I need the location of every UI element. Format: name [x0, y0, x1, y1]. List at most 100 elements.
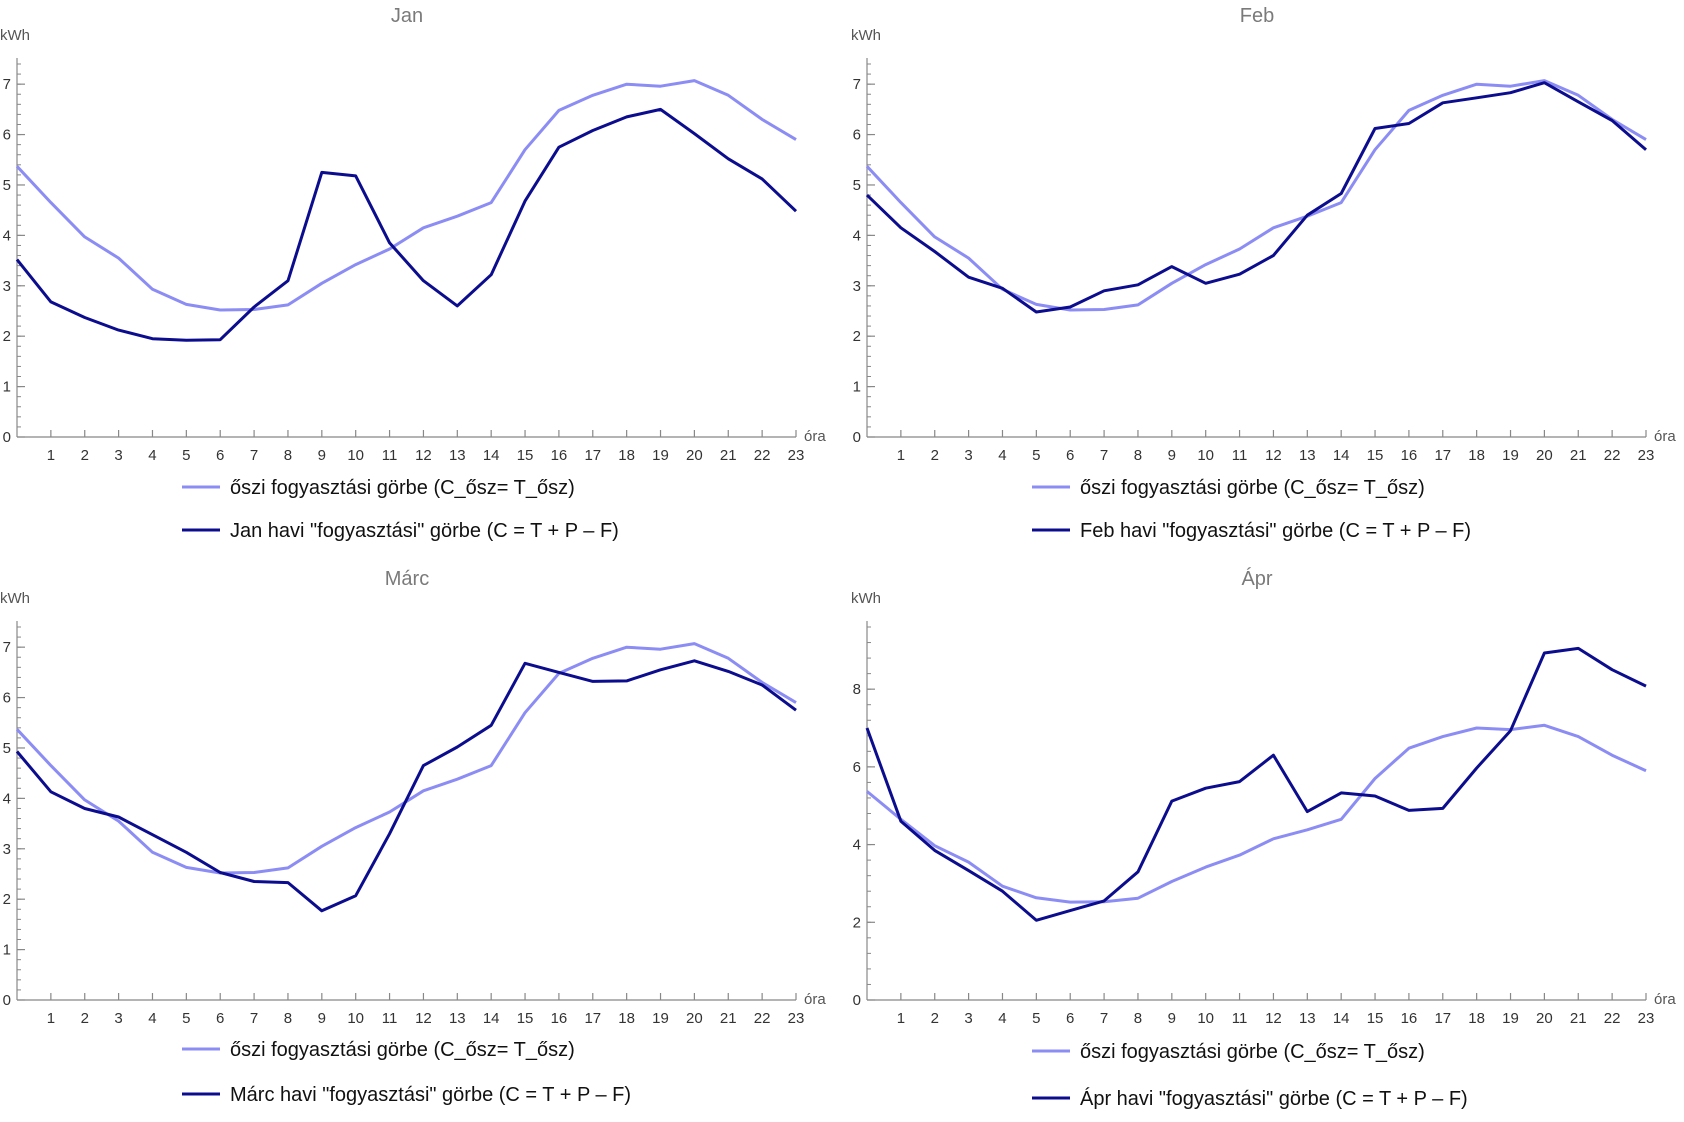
y-tick-label: 6 — [853, 127, 861, 144]
y-axis-unit: kWh — [851, 590, 881, 607]
x-tick-label: 6 — [216, 447, 224, 464]
legend-label-monthly: Márc havi "fogyasztási" görbe (C = T + P… — [230, 1084, 631, 1106]
x-tick-label: 9 — [318, 447, 326, 464]
y-tick-label: 2 — [3, 328, 11, 345]
x-tick-label: 20 — [686, 447, 703, 464]
x-tick-label: 5 — [182, 1010, 190, 1027]
x-tick-label: 17 — [1434, 447, 1451, 464]
y-tick-label: 6 — [853, 759, 861, 776]
y-tick-label: 2 — [853, 914, 861, 931]
y-tick-label: 7 — [853, 76, 861, 93]
x-tick-label: 4 — [998, 447, 1006, 464]
series-line-autumn — [15, 79, 797, 312]
x-tick-label: 3 — [114, 447, 122, 464]
y-tick-label: 0 — [853, 992, 861, 1009]
legend-label-monthly: Feb havi "fogyasztási" görbe (C = T + P … — [1080, 520, 1471, 542]
y-tick-label: 3 — [853, 278, 861, 295]
x-tick-label: 19 — [652, 1010, 669, 1027]
x-tick-label: 22 — [1604, 447, 1621, 464]
y-tick-label: 1 — [3, 942, 11, 959]
y-tick-label: 1 — [3, 379, 11, 396]
y-tick-label: 2 — [853, 328, 861, 345]
legend-label-autumn: őszi fogyasztási görbe (C_ősz= T_ősz) — [230, 1039, 575, 1061]
x-tick-label: 6 — [1066, 447, 1074, 464]
x-tick-label: 14 — [483, 1010, 500, 1027]
x-tick-label: 12 — [415, 1010, 432, 1027]
x-tick-label: 3 — [964, 447, 972, 464]
x-tick-label: 2 — [81, 1010, 89, 1027]
legend-label-autumn: őszi fogyasztási görbe (C_ősz= T_ősz) — [1080, 477, 1425, 499]
x-tick-label: 2 — [931, 1010, 939, 1027]
y-axis-unit: kWh — [0, 27, 30, 44]
x-tick-label: 21 — [1570, 447, 1587, 464]
y-tick-label: 5 — [853, 177, 861, 194]
y-tick-label: 4 — [853, 227, 861, 244]
x-tick-label: 18 — [618, 1010, 635, 1027]
x-tick-label: 10 — [1197, 447, 1214, 464]
x-tick-label: 13 — [1299, 447, 1316, 464]
x-tick-label: 7 — [250, 1010, 258, 1027]
legend-label-monthly: Jan havi "fogyasztási" görbe (C = T + P … — [230, 520, 619, 542]
x-tick-label: 15 — [517, 447, 534, 464]
y-tick-label: 7 — [3, 639, 11, 656]
x-tick-label: 1 — [897, 447, 905, 464]
x-tick-label: 13 — [1299, 1010, 1316, 1027]
x-tick-label: 2 — [81, 447, 89, 464]
series-line-monthly — [15, 659, 797, 913]
x-tick-label: 21 — [720, 447, 737, 464]
x-tick-label: 9 — [318, 1010, 326, 1027]
legend: őszi fogyasztási görbe (C_ősz= T_ősz) Feb… — [1032, 477, 1471, 542]
x-tick-label: 16 — [551, 447, 568, 464]
x-tick-label: 18 — [1468, 447, 1485, 464]
x-tick-label: 22 — [1604, 1010, 1621, 1027]
x-tick-label: 18 — [1468, 1010, 1485, 1027]
x-tick-label: 4 — [998, 1010, 1006, 1027]
x-tick-label: 8 — [284, 1010, 292, 1027]
y-tick-label: 7 — [3, 76, 11, 93]
x-tick-label: 14 — [1333, 1010, 1350, 1027]
chart-title: Ápr — [1241, 567, 1272, 590]
series-line-monthly — [865, 646, 1647, 922]
y-tick-label: 5 — [3, 177, 11, 194]
x-tick-label: 22 — [754, 447, 771, 464]
x-tick-label: 19 — [1502, 447, 1519, 464]
x-tick-label: 16 — [1401, 1010, 1418, 1027]
x-tick-label: 23 — [1638, 447, 1655, 464]
x-tick-label: 23 — [1638, 1010, 1655, 1027]
x-tick-label: 23 — [788, 447, 805, 464]
x-tick-label: 7 — [1100, 1010, 1108, 1027]
legend-label-autumn: őszi fogyasztási görbe (C_ősz= T_ősz) — [1080, 1041, 1425, 1063]
legend: őszi fogyasztási görbe (C_ősz= T_ősz) Már… — [182, 1039, 631, 1106]
y-tick-label: 2 — [3, 891, 11, 908]
x-tick-label: 9 — [1168, 1010, 1176, 1027]
x-tick-label: 15 — [1367, 1010, 1384, 1027]
x-tick-label: 19 — [1502, 1010, 1519, 1027]
chart-title: Jan — [391, 5, 423, 27]
x-tick-label: 5 — [1032, 447, 1040, 464]
legend-label-autumn: őszi fogyasztási görbe (C_ősz= T_ősz) — [230, 477, 575, 499]
x-tick-label: 17 — [1434, 1010, 1451, 1027]
x-tick-label: 6 — [216, 1010, 224, 1027]
x-tick-label: 11 — [382, 447, 398, 464]
x-tick-label: 1 — [897, 1010, 905, 1027]
x-tick-label: 15 — [1367, 447, 1384, 464]
series-line-monthly — [15, 107, 798, 342]
y-tick-label: 1 — [853, 379, 861, 396]
legend-label-monthly: Ápr havi "fogyasztási" görbe (C = T + P … — [1080, 1087, 1468, 1110]
y-tick-label: 0 — [3, 992, 11, 1009]
x-tick-label: 11 — [1232, 1010, 1248, 1027]
chart-title: Márc — [385, 568, 429, 590]
x-tick-label: 10 — [347, 447, 364, 464]
legend: őszi fogyasztási görbe (C_ősz= T_ősz) Jan… — [182, 477, 619, 542]
x-tick-label: 20 — [1536, 447, 1553, 464]
x-tick-label: 2 — [931, 447, 939, 464]
x-tick-label: 14 — [483, 447, 500, 464]
x-tick-label: 17 — [584, 1010, 601, 1027]
x-tick-label: 9 — [1168, 447, 1176, 464]
y-axis-unit: kWh — [0, 590, 30, 607]
x-tick-label: 6 — [1066, 1010, 1074, 1027]
